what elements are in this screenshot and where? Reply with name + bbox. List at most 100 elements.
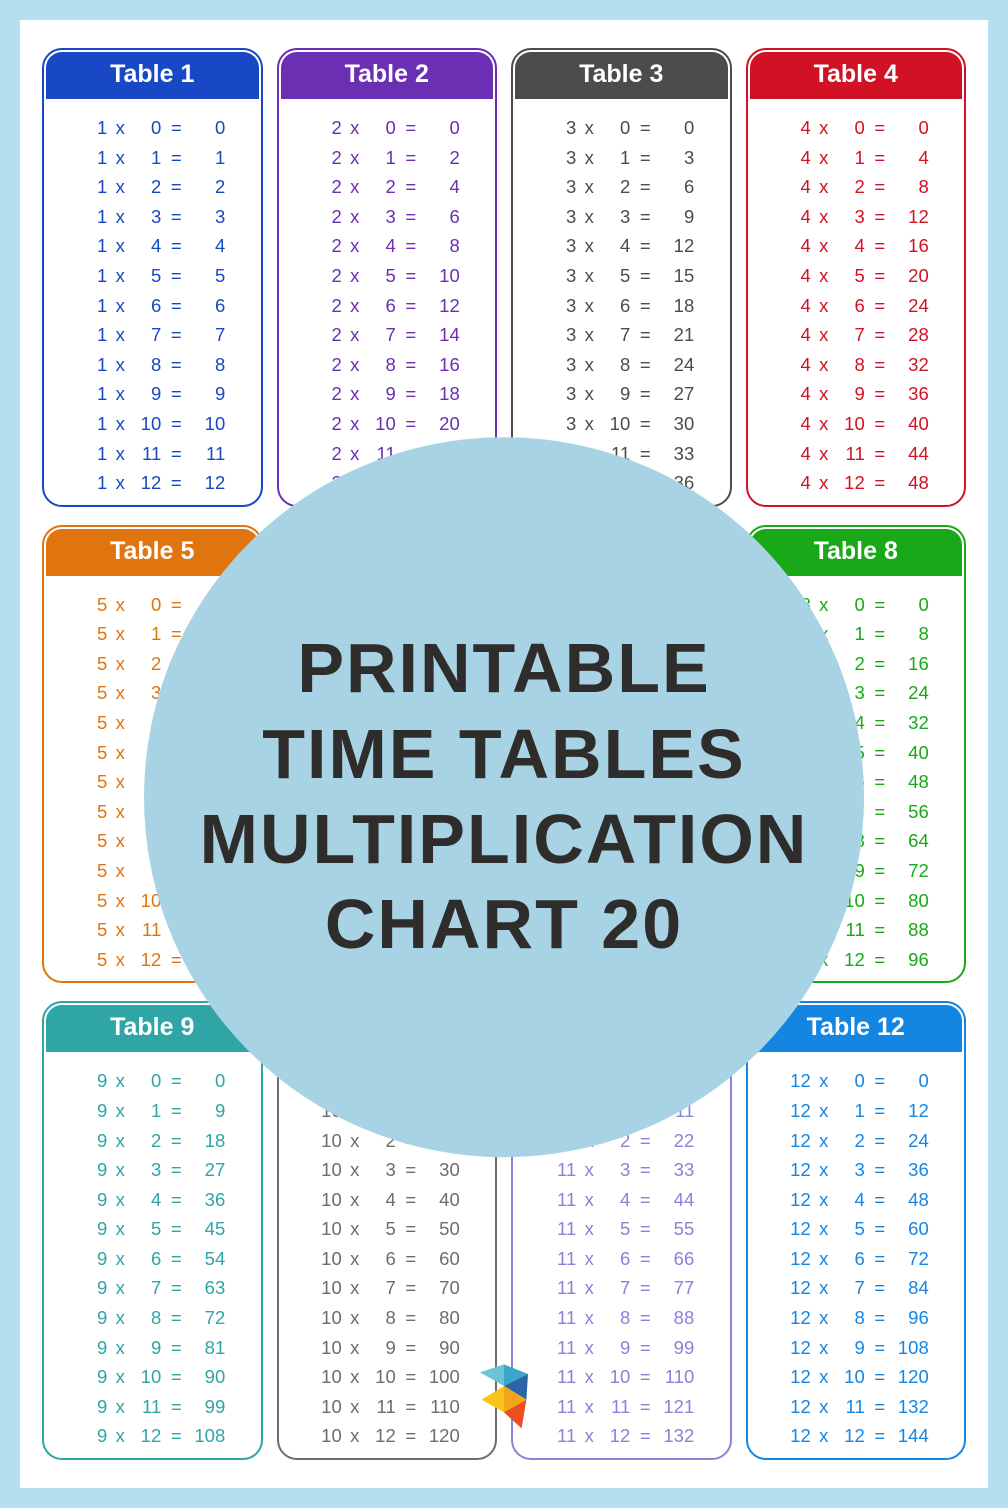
multiplier: 12 [602, 1421, 630, 1451]
multiplicand: 5 [79, 856, 107, 886]
equals-symbol: = [636, 202, 654, 232]
table-row: 4x9=36 [748, 379, 965, 409]
product: 0 [191, 1066, 225, 1096]
times-symbol: x [582, 291, 596, 321]
table-row: 12x1=12 [748, 1096, 965, 1126]
times-symbol: x [348, 1421, 362, 1451]
multiplier: 9 [837, 1333, 865, 1363]
table-row: 4x1=4 [748, 143, 965, 173]
multiplicand: 3 [548, 202, 576, 232]
times-symbol: x [348, 113, 362, 143]
times-symbol: x [348, 1214, 362, 1244]
multiplicand: 4 [783, 261, 811, 291]
multiplier: 9 [368, 1333, 396, 1363]
product: 21 [660, 320, 694, 350]
product: 77 [660, 1273, 694, 1303]
product: 24 [660, 350, 694, 380]
product: 6 [660, 172, 694, 202]
equals-symbol: = [402, 1214, 420, 1244]
table-row: 3x6=18 [513, 291, 730, 321]
times-symbol: x [348, 350, 362, 380]
product: 1 [191, 143, 225, 173]
product: 2 [426, 143, 460, 173]
multiplicand: 1 [79, 291, 107, 321]
product: 16 [895, 231, 929, 261]
product: 11 [191, 439, 225, 469]
times-symbol: x [113, 113, 127, 143]
table-row: 3x0=0 [513, 113, 730, 143]
multiplicand: 5 [79, 797, 107, 827]
multiplicand: 3 [548, 291, 576, 321]
product: 64 [895, 826, 929, 856]
table-body: 9x0=09x1=99x2=189x3=279x4=369x5=459x6=54… [44, 1052, 261, 1459]
multiplicand: 11 [548, 1185, 576, 1215]
equals-symbol: = [402, 172, 420, 202]
multiplicand: 1 [79, 379, 107, 409]
times-symbol: x [113, 856, 127, 886]
overlay-circle: Printable Time Tables Multiplication Cha… [144, 437, 864, 1157]
multiplicand: 3 [548, 231, 576, 261]
table-row: 4x5=20 [748, 261, 965, 291]
product: 10 [426, 261, 460, 291]
multiplier: 2 [837, 1126, 865, 1156]
multiplicand: 9 [79, 1155, 107, 1185]
equals-symbol: = [636, 261, 654, 291]
multiplier: 9 [602, 379, 630, 409]
multiplicand: 12 [783, 1244, 811, 1274]
times-symbol: x [113, 350, 127, 380]
multiplicand: 2 [314, 143, 342, 173]
equals-symbol: = [167, 1273, 185, 1303]
equals-symbol: = [871, 1126, 889, 1156]
table-row: 12x5=60 [748, 1214, 965, 1244]
multiplier: 10 [837, 409, 865, 439]
equals-symbol: = [636, 1155, 654, 1185]
multiplicand: 1 [79, 439, 107, 469]
table-row: 11x7=77 [513, 1273, 730, 1303]
product: 99 [660, 1333, 694, 1363]
times-symbol: x [113, 143, 127, 173]
product: 45 [191, 1214, 225, 1244]
product: 108 [895, 1333, 929, 1363]
product: 20 [426, 409, 460, 439]
equals-symbol: = [636, 320, 654, 350]
equals-symbol: = [871, 409, 889, 439]
times-symbol: x [817, 231, 831, 261]
table-row: 3x5=15 [513, 261, 730, 291]
multiplicand: 9 [79, 1303, 107, 1333]
times-symbol: x [113, 826, 127, 856]
multiplier: 6 [368, 1244, 396, 1274]
times-symbol: x [348, 231, 362, 261]
multiplier: 1 [368, 143, 396, 173]
multiplicand: 11 [548, 1333, 576, 1363]
multiplicand: 4 [783, 291, 811, 321]
table-row: 2x0=0 [279, 113, 496, 143]
multiplier: 8 [837, 350, 865, 380]
times-symbol: x [113, 1214, 127, 1244]
multiplier: 1 [837, 1096, 865, 1126]
table-row: 11x12=132 [513, 1421, 730, 1451]
multiplicand: 9 [79, 1333, 107, 1363]
times-symbol: x [113, 708, 127, 738]
times-symbol: x [582, 350, 596, 380]
table-row: 9x6=54 [44, 1244, 261, 1274]
equals-symbol: = [871, 1185, 889, 1215]
product: 60 [426, 1244, 460, 1274]
equals-symbol: = [167, 1333, 185, 1363]
times-symbol: x [348, 1333, 362, 1363]
times-symbol: x [113, 1392, 127, 1422]
equals-symbol: = [871, 678, 889, 708]
multiplier: 3 [133, 202, 161, 232]
multiplier: 6 [837, 1244, 865, 1274]
product: 121 [660, 1392, 694, 1422]
table-row: 1x5=5 [44, 261, 261, 291]
product: 120 [895, 1362, 929, 1392]
product: 80 [895, 886, 929, 916]
product: 80 [426, 1303, 460, 1333]
times-symbol: x [582, 172, 596, 202]
product: 18 [191, 1126, 225, 1156]
times-symbol: x [817, 143, 831, 173]
multiplier: 8 [368, 350, 396, 380]
multiplicand: 10 [314, 1421, 342, 1451]
times-symbol: x [817, 261, 831, 291]
product: 72 [895, 1244, 929, 1274]
